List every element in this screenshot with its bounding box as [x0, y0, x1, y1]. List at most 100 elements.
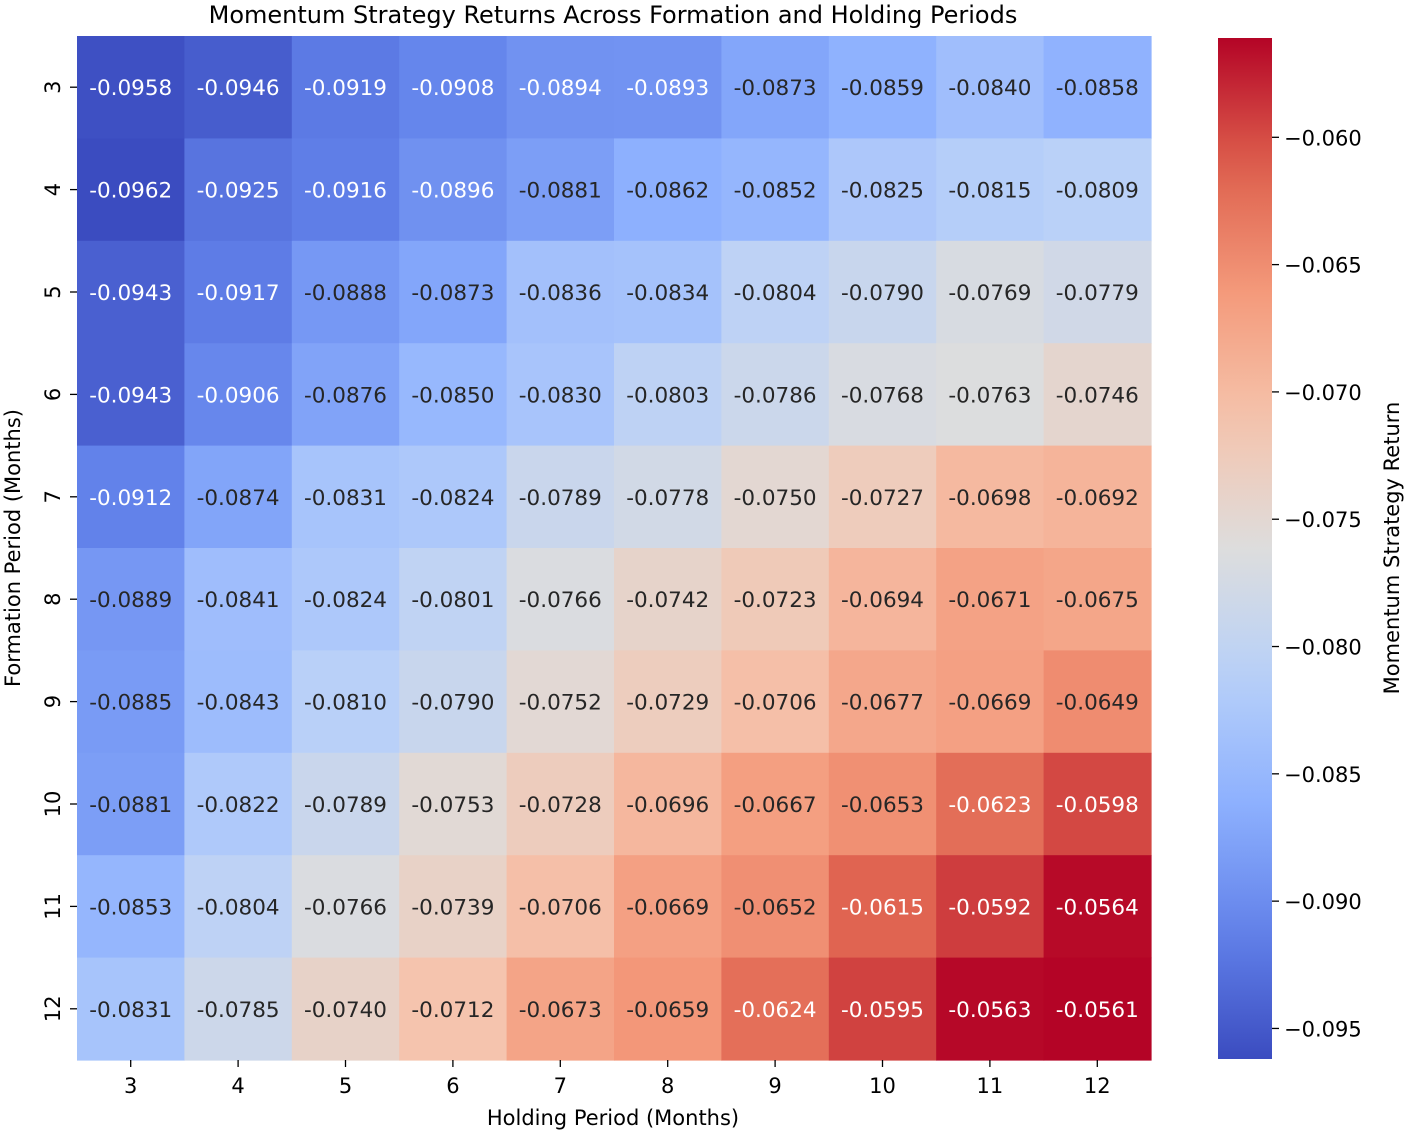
cell-value-label: -0.0592: [948, 895, 1031, 920]
heatmap-cell: [1043, 240, 1152, 344]
heatmap-cell: [721, 240, 830, 344]
cell-value-label: -0.0563: [948, 998, 1031, 1023]
cell-value-label: -0.0746: [1056, 383, 1139, 408]
heatmap-cell: [1043, 752, 1152, 856]
cell-value-label: -0.0694: [841, 588, 924, 613]
cell-value-label: -0.0723: [734, 588, 817, 613]
heatmap-cell: [77, 650, 185, 754]
cell-value-label: -0.0729: [626, 691, 709, 716]
cell-value-label: -0.0824: [411, 486, 494, 511]
cell-value-label: -0.0943: [89, 281, 172, 306]
heatmap-cell: [936, 138, 1045, 242]
x-tick-label: 5: [339, 1074, 352, 1098]
cell-value-label: -0.0624: [734, 998, 817, 1023]
cell-value-label: -0.0766: [304, 895, 387, 920]
cell-value-label: -0.0752: [519, 691, 602, 716]
heatmap-cell: [506, 855, 615, 959]
heatmap-cell: [506, 548, 615, 651]
y-tick-label: 12: [41, 995, 65, 1022]
cell-value-label: -0.0564: [1056, 895, 1139, 920]
heatmap-cell: [77, 548, 185, 651]
heatmap-cell: [184, 650, 293, 754]
cell-value-label: -0.0881: [519, 179, 602, 204]
cell-value-label: -0.0706: [519, 895, 602, 920]
heatmap-cell: [399, 138, 508, 242]
colorbar-label: Momentum Strategy Return: [1380, 402, 1404, 695]
heatmap-cell: [614, 855, 722, 959]
heatmap-cell: [184, 343, 293, 447]
heatmap-cell: [291, 138, 400, 242]
heatmap-cell: [828, 855, 937, 959]
cell-value-label: -0.0742: [626, 588, 709, 613]
cell-value-label: -0.0825: [841, 179, 924, 204]
cell-value-label: -0.0786: [734, 383, 817, 408]
cell-value-label: -0.0862: [626, 179, 709, 204]
heatmap-cell: [1043, 957, 1152, 1061]
heatmap-cell: [506, 240, 615, 344]
cell-value-label: -0.0739: [411, 895, 494, 920]
heatmap-cell: [936, 752, 1045, 856]
cell-value-label: -0.0740: [304, 998, 387, 1023]
heatmap-cell: [506, 650, 615, 754]
colorbar-tick-label: −0.095: [1284, 1017, 1362, 1041]
heatmap-cell: [721, 650, 830, 754]
heatmap-cell: [721, 752, 830, 856]
cell-value-label: -0.0653: [841, 793, 924, 818]
y-tick-label: 3: [41, 81, 65, 94]
heatmap-cell: [291, 957, 400, 1061]
cell-value-label: -0.0853: [89, 895, 172, 920]
heatmap-cell: [1043, 548, 1152, 651]
heatmap-cell: [936, 240, 1045, 344]
heatmap-cell: [291, 650, 400, 754]
heatmap-cell: [828, 752, 937, 856]
cell-value-label: -0.0852: [734, 179, 817, 204]
heatmap-cell: [828, 343, 937, 447]
heatmap-cell: [936, 650, 1045, 754]
y-axis: 3 4 5 6 7 8 9 10 11 12: [41, 81, 77, 1022]
heatmap-cell: [721, 548, 830, 651]
cell-value-label: -0.0831: [89, 998, 172, 1023]
heatmap-cell: [614, 240, 722, 344]
cell-value-label: -0.0840: [948, 76, 1031, 101]
x-tick-label: 10: [869, 1074, 896, 1098]
cell-value-label: -0.0801: [411, 588, 494, 613]
colorbar-tick-label: −0.085: [1284, 763, 1362, 787]
cell-value-label: -0.0822: [197, 793, 280, 818]
heatmap-cell: [721, 957, 830, 1061]
heatmap-cell: [291, 548, 400, 651]
colorbar-tick-label: −0.065: [1284, 254, 1362, 278]
heatmap-cell: [399, 855, 508, 959]
heatmap-cell: [936, 855, 1045, 959]
heatmap-cell: [291, 36, 400, 139]
heatmap-cell: [399, 752, 508, 856]
cell-value-label: -0.0874: [197, 486, 280, 511]
cell-value-label: -0.0623: [948, 793, 1031, 818]
cell-value-label: -0.0804: [197, 895, 280, 920]
cell-value-label: -0.0925: [197, 179, 280, 204]
cell-value-label: -0.0893: [626, 76, 709, 101]
cell-value-label: -0.0789: [304, 793, 387, 818]
cell-value-label: -0.0834: [626, 281, 709, 306]
cell-value-label: -0.0692: [1056, 486, 1139, 511]
x-tick-label: 11: [977, 1074, 1004, 1098]
heatmap-cell: [721, 855, 830, 959]
heatmap-cell: [936, 548, 1045, 651]
y-tick-label: 5: [41, 285, 65, 298]
cell-value-label: -0.0809: [1056, 179, 1139, 204]
cell-value-label: -0.0836: [519, 281, 602, 306]
colorbar-tick-label: −0.060: [1284, 126, 1362, 150]
cell-value-label: -0.0831: [304, 486, 387, 511]
heatmap-cell: [936, 957, 1045, 1061]
heatmap-cell: [77, 36, 185, 139]
cell-value-label: -0.0652: [734, 895, 817, 920]
cell-value-label: -0.0712: [411, 998, 494, 1023]
colorbar-tick-label: −0.080: [1284, 636, 1362, 660]
cell-value-label: -0.0727: [841, 486, 924, 511]
heatmap-cell: [291, 445, 400, 549]
cell-value-label: -0.0830: [519, 383, 602, 408]
heatmap-cell: [291, 343, 400, 447]
y-axis-label: Formation Period (Months): [1, 409, 25, 687]
heatmap-cell: [506, 752, 615, 856]
heatmap-cell: [184, 445, 293, 549]
